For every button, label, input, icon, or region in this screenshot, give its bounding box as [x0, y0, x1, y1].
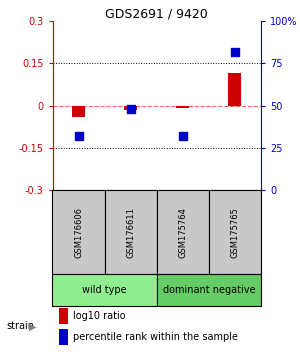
Bar	[105, 190, 157, 274]
Bar	[157, 274, 261, 307]
Text: GSM175765: GSM175765	[230, 207, 239, 258]
Bar	[59, 329, 68, 345]
Bar	[209, 190, 261, 274]
Text: ▶: ▶	[29, 321, 37, 331]
Bar	[157, 190, 209, 274]
Bar	[52, 190, 105, 274]
Bar	[124, 105, 137, 110]
Point	[232, 49, 237, 55]
Text: GSM175764: GSM175764	[178, 207, 187, 258]
Bar	[176, 105, 189, 108]
Text: GSM176606: GSM176606	[74, 207, 83, 258]
Bar	[52, 274, 157, 307]
Text: dominant negative: dominant negative	[163, 285, 255, 296]
Bar	[72, 105, 85, 117]
Title: GDS2691 / 9420: GDS2691 / 9420	[105, 7, 208, 20]
Point	[76, 133, 81, 139]
Text: strain: strain	[6, 321, 34, 331]
Text: wild type: wild type	[82, 285, 127, 296]
Text: log10 ratio: log10 ratio	[74, 311, 126, 321]
Text: percentile rank within the sample: percentile rank within the sample	[74, 332, 238, 342]
Text: GSM176611: GSM176611	[126, 207, 135, 258]
Bar	[59, 308, 68, 324]
Point	[128, 106, 133, 112]
Bar	[228, 73, 242, 105]
Point	[180, 133, 185, 139]
